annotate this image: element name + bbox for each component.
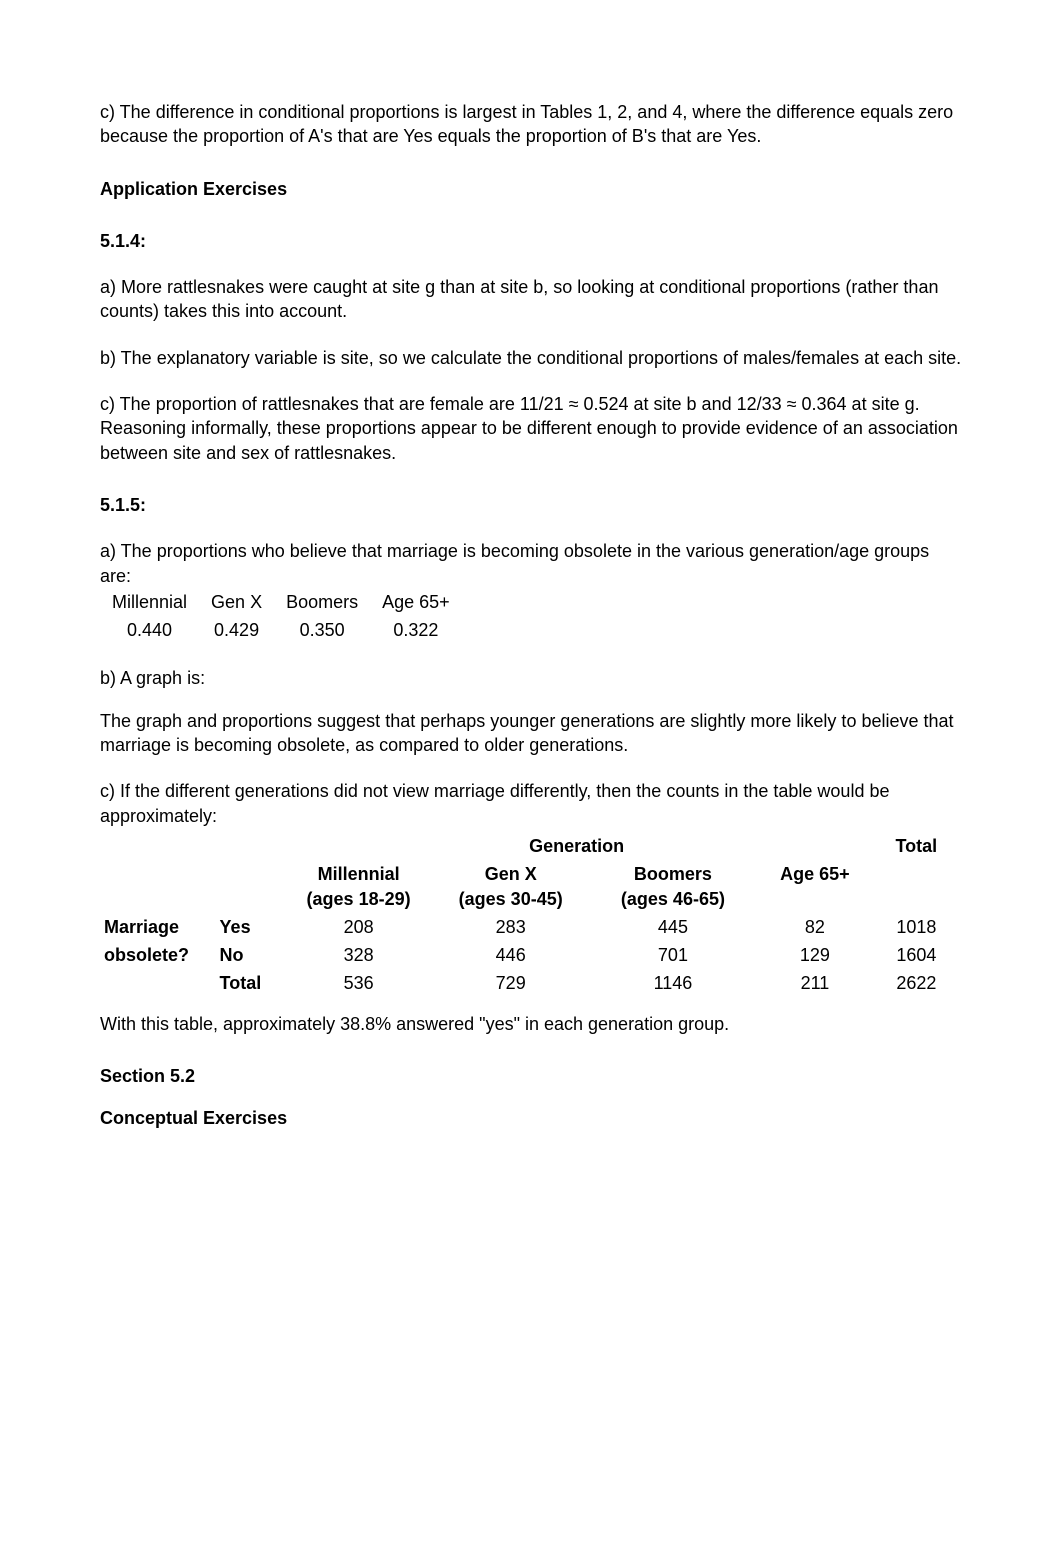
- heading-application-exercises: Application Exercises: [100, 177, 962, 201]
- table-row-label: No: [212, 941, 283, 969]
- paragraph-514-b: b) The explanatory variable is site, so …: [100, 346, 962, 370]
- table-row-label: Total: [212, 969, 283, 997]
- table-header-cell: Gen X: [199, 588, 274, 616]
- table-cell: 445: [587, 913, 759, 941]
- table-header-cell: Generation: [283, 832, 871, 860]
- paragraph-intro-c: c) The difference in conditional proport…: [100, 100, 962, 149]
- table-cell: 0.322: [370, 616, 462, 644]
- table-row: Marriage Yes 208 283 445 82 1018: [100, 913, 962, 941]
- table-header-text: Boomers: [634, 864, 712, 884]
- document-page: c) The difference in conditional proport…: [0, 0, 1062, 1556]
- heading-section-5-2: Section 5.2: [100, 1064, 962, 1088]
- table-header-cell: [100, 860, 283, 913]
- paragraph-515-c-intro: c) If the different generations did not …: [100, 779, 962, 828]
- paragraph-515-a-intro: a) The proportions who believe that marr…: [100, 539, 962, 588]
- table-header-cell: Millennial (ages 18-29): [283, 860, 435, 913]
- table-row: 0.440 0.429 0.350 0.322: [100, 616, 462, 644]
- table-cell: 1146: [587, 969, 759, 997]
- table-cell: 1604: [871, 941, 962, 969]
- table-row-label: Yes: [212, 913, 283, 941]
- table-header-cell: Boomers (ages 46-65): [587, 860, 759, 913]
- table-header-text: Millennial: [318, 864, 400, 884]
- generation-table: Generation Total Millennial (ages 18-29)…: [100, 832, 962, 998]
- table-cell: 446: [435, 941, 587, 969]
- table-row: Millennial (ages 18-29) Gen X (ages 30-4…: [100, 860, 962, 913]
- table-cell: 328: [283, 941, 435, 969]
- paragraph-515-b-head: b) A graph is:: [100, 666, 962, 690]
- table-row-group-label: obsolete?: [100, 941, 212, 969]
- paragraph-514-a: a) More rattlesnakes were caught at site…: [100, 275, 962, 324]
- table-cell: 729: [435, 969, 587, 997]
- table-row: Total 536 729 1146 211 2622: [100, 969, 962, 997]
- table-cell: 82: [759, 913, 871, 941]
- table-row: obsolete? No 328 446 701 129 1604: [100, 941, 962, 969]
- table-cell: 208: [283, 913, 435, 941]
- table-cell: 129: [759, 941, 871, 969]
- proportions-table: Millennial Gen X Boomers Age 65+ 0.440 0…: [100, 588, 462, 645]
- table-cell: 701: [587, 941, 759, 969]
- table-header-cell: Millennial: [100, 588, 199, 616]
- table-cell: 211: [759, 969, 871, 997]
- table-cell: 0.440: [100, 616, 199, 644]
- table-header-text: (ages 18-29): [307, 889, 411, 909]
- table-header-cell: Age 65+: [759, 860, 871, 913]
- table-header-cell: Total: [871, 832, 962, 860]
- table-header-cell: Age 65+: [370, 588, 462, 616]
- table-header-cell: [100, 832, 283, 860]
- table-cell: 2622: [871, 969, 962, 997]
- table-header-cell: Boomers: [274, 588, 370, 616]
- table-header-cell: Gen X (ages 30-45): [435, 860, 587, 913]
- table-header-text: Gen X: [485, 864, 537, 884]
- table-cell: 0.350: [274, 616, 370, 644]
- table-cell: [100, 969, 212, 997]
- table-row: Millennial Gen X Boomers Age 65+: [100, 588, 462, 616]
- heading-5-1-4: 5.1.4:: [100, 229, 962, 253]
- table-row: Generation Total: [100, 832, 962, 860]
- paragraph-514-c: c) The proportion of rattlesnakes that a…: [100, 392, 962, 465]
- table-cell: 536: [283, 969, 435, 997]
- table-cell: 0.429: [199, 616, 274, 644]
- table-cell: 1018: [871, 913, 962, 941]
- table-header-cell: [871, 860, 962, 913]
- paragraph-515-b-text: The graph and proportions suggest that p…: [100, 709, 962, 758]
- heading-5-1-5: 5.1.5:: [100, 493, 962, 517]
- heading-conceptual-exercises: Conceptual Exercises: [100, 1106, 962, 1130]
- table-header-text: (ages 30-45): [459, 889, 563, 909]
- table-header-text: (ages 46-65): [621, 889, 725, 909]
- table-row-group-label: Marriage: [100, 913, 212, 941]
- paragraph-515-c-after: With this table, approximately 38.8% ans…: [100, 1012, 962, 1036]
- table-cell: 283: [435, 913, 587, 941]
